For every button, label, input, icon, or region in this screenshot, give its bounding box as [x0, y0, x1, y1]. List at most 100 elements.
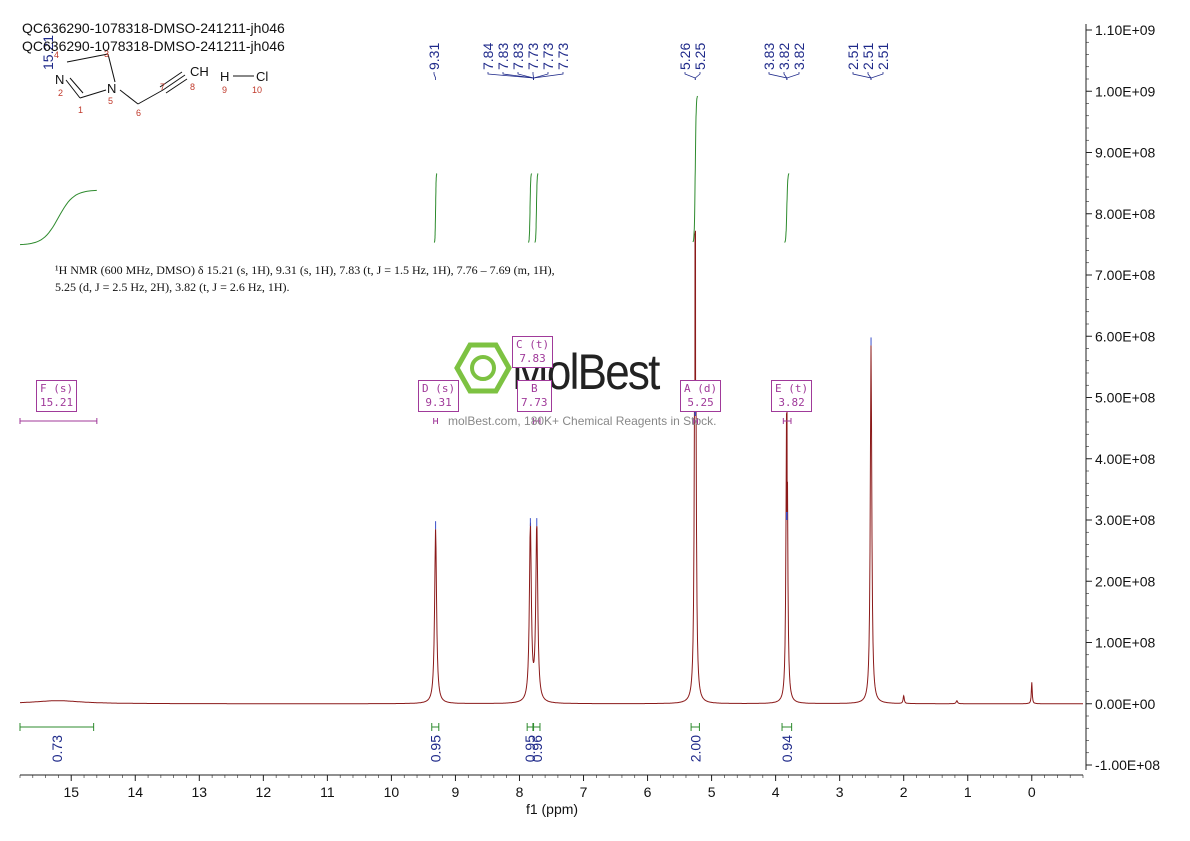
- peak-label: 3.83: [761, 43, 777, 70]
- atom-number-4: 4: [54, 50, 59, 60]
- multiplet-label-f: F (s) 15.21: [36, 380, 78, 412]
- x-tick-label: 8: [516, 784, 524, 800]
- logo-inner-ring: [470, 355, 496, 381]
- y-tick-label: 1.10E+09: [1095, 22, 1156, 38]
- multiplet-label-d: D (s) 9.31: [418, 380, 460, 412]
- integral-value: 0.95: [427, 735, 443, 762]
- bond: [66, 53, 109, 63]
- integral-value: 2.00: [687, 735, 703, 762]
- x-tick-label: 7: [580, 784, 588, 800]
- multiplet-label-c: C (t) 7.83: [512, 336, 554, 368]
- integral-curve: [433, 173, 438, 243]
- bond: [165, 78, 188, 94]
- bond: [137, 89, 164, 105]
- y-tick-label: 0.00E+00: [1095, 696, 1156, 712]
- bond: [65, 79, 81, 99]
- y-tick-label: 9.00E+08: [1095, 145, 1156, 161]
- peak-label: 7.83: [495, 43, 511, 70]
- integral-curve: [784, 173, 790, 243]
- peak-label-connector: [533, 72, 564, 80]
- peak-label: 2.51: [860, 43, 876, 70]
- multiplet-shift: 7.73: [521, 396, 548, 409]
- multiplet-shift: 3.82: [778, 396, 805, 409]
- peak-label: 3.82: [791, 43, 807, 70]
- peak-label: 2.51: [845, 43, 861, 70]
- y-tick-label: 1.00E+08: [1095, 635, 1156, 651]
- x-tick-label: 12: [256, 784, 272, 800]
- integral-curve: [692, 95, 698, 243]
- integral-curve: [19, 189, 97, 246]
- integral-curve: [534, 173, 539, 243]
- peak-label: 5.25: [692, 43, 708, 70]
- nmr-description-line-1: ¹H NMR (600 MHz, DMSO) δ 15.21 (s, 1H), …: [55, 263, 555, 277]
- atom-cl: Cl: [256, 69, 268, 84]
- peak-label-connector: [684, 72, 696, 80]
- bond: [119, 89, 139, 105]
- spectrum-trace: [20, 230, 1083, 705]
- peak-label: 9.31: [426, 43, 442, 70]
- peak-label: 7.73: [525, 43, 541, 70]
- x-axis: f1 (ppm) 15 14 13 12 11 10 9 8 7 6 5 4 3 2 1 0: [19, 774, 1084, 817]
- peak-label-connector: [783, 72, 788, 80]
- atom-number-10: 10: [252, 85, 262, 95]
- bond: [107, 53, 116, 83]
- x-tick-label: 15: [63, 784, 79, 800]
- atom-number-9: 9: [222, 85, 227, 95]
- x-tick-label: 11: [320, 784, 335, 800]
- atom-n5: N: [107, 81, 116, 96]
- y-tick-label: 3.00E+08: [1095, 512, 1156, 528]
- peak-label: 15.21: [40, 35, 56, 70]
- sample-id-line-1: QC636290-1078318-DMSO-241211-jh046: [22, 20, 285, 36]
- multiplet-id: A (d): [684, 382, 718, 395]
- y-tick-label: 8.00E+08: [1095, 206, 1156, 222]
- multiplet-label-a: A (d) 5.25: [680, 380, 722, 412]
- atom-number-3: 3: [104, 49, 109, 59]
- peak-label: 2.51: [875, 43, 891, 70]
- x-tick-label: 0: [1028, 784, 1036, 800]
- peak-label: 7.83: [510, 43, 526, 70]
- x-axis-label: f1 (ppm): [526, 801, 578, 817]
- peak-label-connector: [870, 72, 884, 80]
- multiplet-id: D (s): [422, 382, 456, 395]
- multiplet-ranges: [19, 418, 792, 424]
- integral-curves: [19, 95, 790, 246]
- atom-ch: CH: [190, 64, 209, 79]
- x-tick-label: 13: [192, 784, 208, 800]
- bond: [79, 89, 107, 99]
- peak-label: 5.26: [677, 43, 693, 70]
- x-tick-label: 9: [452, 784, 460, 800]
- integral-value: 0.96: [529, 735, 545, 762]
- integral-value: 0.95: [522, 735, 538, 762]
- atom-number-8: 8: [190, 82, 195, 92]
- x-tick-label: 10: [384, 784, 400, 800]
- x-tick-label: 3: [836, 784, 844, 800]
- y-tick-label: 4.00E+08: [1095, 451, 1156, 467]
- multiplet-id: C (t): [516, 338, 550, 351]
- peak-label-connector: [867, 72, 872, 80]
- y-tick-label: 1.00E+09: [1095, 83, 1156, 99]
- y-tick-label: 5.00E+08: [1095, 390, 1156, 406]
- atom-number-5: 5: [108, 96, 113, 106]
- peak-label-connector: [433, 72, 436, 80]
- x-tick-label: 6: [644, 784, 652, 800]
- nmr-description: ¹H NMR (600 MHz, DMSO) δ 15.21 (s, 1H), …: [55, 262, 555, 296]
- atom-number-2: 2: [58, 88, 63, 98]
- bond: [69, 77, 84, 94]
- sample-id-line-2: QC636290-1078318-DMSO-241211-jh046: [22, 38, 285, 54]
- multiplet-shift: 5.25: [687, 396, 714, 409]
- nmr-description-line-2: 5.25 (d, J = 2.5 Hz, 2H), 3.82 (t, J = 2…: [55, 280, 290, 294]
- integral-value: 0.73: [49, 735, 65, 762]
- y-tick-label: 2.00E+08: [1095, 573, 1156, 589]
- multiplet-id: F (s): [40, 382, 74, 395]
- molecule-structure: N N CH H Cl 1 2 3 4 5 6 7 8 9 10: [54, 49, 268, 118]
- y-tick-label: 7.00E+08: [1095, 267, 1156, 283]
- multiplet-id: B: [530, 382, 538, 395]
- bond: [162, 74, 186, 91]
- y-tick-label: 6.00E+08: [1095, 328, 1156, 344]
- peak-label: 3.82: [776, 43, 792, 70]
- hexagon-logo-icon: [454, 342, 512, 394]
- x-tick-label: 5: [708, 784, 716, 800]
- multiplet-id: E (t): [775, 382, 809, 395]
- atom-number-7: 7: [160, 82, 165, 92]
